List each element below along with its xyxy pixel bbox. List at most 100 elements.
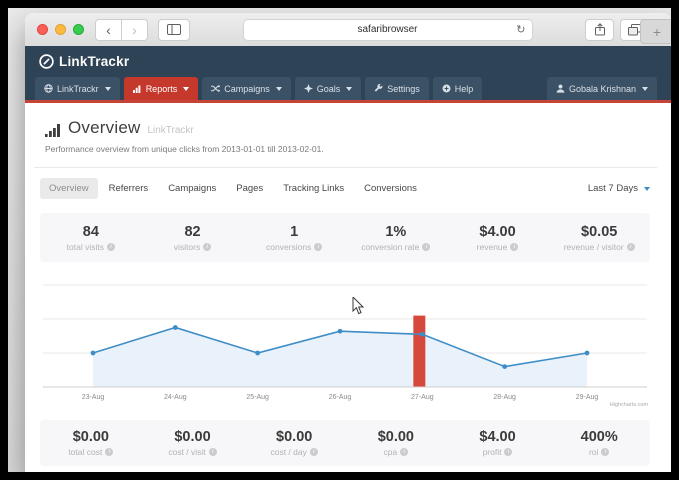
stat-label: conversion rate (361, 241, 420, 252)
globe-icon (44, 84, 53, 93)
stat-cost-per-visit: $0.00 cost / visit i (142, 420, 244, 466)
stat-revenue-per-visitor: $0.05 revenue / visitor i (548, 213, 650, 262)
stat-value: 1 (290, 223, 299, 240)
svg-text:25-Aug: 25-Aug (246, 394, 269, 401)
browser-toolbar: ‹ › safaribrowser ↻ (25, 13, 671, 47)
page-subtitle: Performance overview from unique clicks … (45, 144, 324, 154)
info-icon[interactable]: i (309, 448, 318, 456)
new-tab-button[interactable]: + (640, 19, 671, 44)
zoom-window-button[interactable] (73, 24, 84, 35)
forward-icon: › (132, 21, 137, 38)
info-icon[interactable]: i (504, 448, 513, 456)
stat-label: cpa (383, 447, 398, 457)
stat-label: revenue (476, 241, 508, 252)
svg-text:23-Aug: 23-Aug (82, 394, 105, 401)
stat-value: $0.00 (174, 429, 211, 445)
svg-text:26-Aug: 26-Aug (329, 394, 352, 401)
reload-button[interactable]: ↻ (516, 20, 525, 40)
sidebar-toggle-button[interactable] (158, 18, 190, 41)
overview-chart[interactable]: 23-Aug 24-Aug 25-Aug 26-Aug 27-Aug 28-Aug 29-A… (40, 265, 650, 415)
back-button[interactable]: ‹ (95, 18, 122, 41)
stat-value: $4.00 (479, 223, 516, 240)
sidebar-icon (167, 24, 181, 35)
caret-down-icon (183, 86, 190, 91)
info-icon[interactable]: i (314, 242, 323, 251)
person-icon (556, 84, 565, 93)
mouse-cursor (352, 297, 364, 315)
stat-conversions: 1 conversions i (243, 213, 345, 262)
tab-pages[interactable]: Pages (236, 183, 264, 194)
stat-roi: 400% roi i (548, 420, 650, 466)
nav-item-reports[interactable]: Reports (123, 77, 199, 100)
stat-visitors: 82 visitors i (142, 213, 244, 262)
stat-label: cost / day (270, 447, 307, 457)
date-range-dropdown[interactable]: Last 7 Days (588, 183, 650, 194)
shuffle-icon (211, 84, 221, 93)
page-content: Overview LinkTrackr Performance overview… (25, 103, 671, 472)
star-icon (303, 84, 313, 93)
nav-item-label: Help (454, 83, 474, 94)
stat-label: total visits (66, 241, 104, 252)
linktrackr-logo-icon (39, 54, 54, 69)
stat-label: revenue / visitor (563, 241, 624, 252)
nav-item-label: LinkTrackr (57, 83, 99, 94)
stat-value: $0.00 (377, 429, 414, 445)
info-icon[interactable]: i (400, 448, 409, 456)
chart-credit: Highcharts.com (609, 402, 648, 408)
overview-chart-svg: 23-Aug 24-Aug 25-Aug 26-Aug 27-Aug 28-Aug 29-A… (43, 284, 647, 401)
stat-value: $0.05 (581, 223, 618, 240)
address-text: safaribrowser (357, 24, 418, 35)
tab-overview[interactable]: Overview (40, 178, 98, 199)
forward-button[interactable]: › (122, 18, 148, 41)
info-icon[interactable]: i (208, 448, 217, 456)
minimize-window-button[interactable] (55, 24, 66, 35)
caret-down-icon (644, 186, 650, 191)
stat-label: conversions (266, 241, 312, 252)
share-button[interactable] (585, 18, 614, 41)
main-menu: LinkTrackr Reports (25, 77, 671, 100)
report-tabs: Overview Referrers Campaigns Pages Track… (40, 178, 426, 199)
address-bar[interactable]: safaribrowser ↻ (242, 18, 533, 41)
caret-down-icon (642, 86, 648, 91)
tab-referrers[interactable]: Referrers (108, 183, 149, 194)
stat-total-visits: 84 total visits i (40, 213, 142, 262)
stats-panel-bottom: $0.00 total cost i $0.00 cost / visit i $0… (40, 420, 650, 466)
stats-panel-top: 84 total visits i 82 visitors i 1 conversi… (40, 213, 650, 262)
tab-tracking-links[interactable]: Tracking Links (283, 183, 345, 194)
stat-value: 1% (385, 223, 407, 240)
window-controls (37, 24, 84, 35)
info-icon[interactable]: i (203, 242, 212, 251)
svg-text:27-Aug: 27-Aug (411, 394, 434, 401)
brand-name[interactable]: LinkTrackr (59, 54, 130, 69)
stat-value: $0.00 (72, 429, 109, 445)
info-icon[interactable]: i (626, 242, 635, 251)
nav-item-settings[interactable]: Settings (365, 77, 429, 100)
nav-item-help[interactable]: Help (432, 77, 483, 100)
nav-item-label: Settings (387, 83, 420, 94)
svg-text:28-Aug: 28-Aug (493, 394, 516, 401)
user-menu[interactable]: Gobala Krishnan (546, 77, 657, 100)
close-window-button[interactable] (37, 24, 48, 35)
svg-text:29-Aug: 29-Aug (576, 394, 599, 401)
tab-conversions[interactable]: Conversions (364, 183, 417, 194)
tab-campaigns[interactable]: Campaigns (168, 183, 217, 194)
nav-item-goals[interactable]: Goals (294, 77, 362, 100)
desktop-backdrop: ‹ › safaribrowser ↻ (8, 8, 671, 472)
tabs-overview-icon (628, 23, 641, 35)
stat-label: profit (482, 447, 502, 457)
nav-item-linktrackr[interactable]: LinkTrackr (35, 77, 120, 100)
stat-value: $4.00 (479, 429, 516, 445)
info-icon[interactable]: i (510, 242, 519, 251)
info-icon[interactable]: i (601, 448, 610, 456)
share-icon (594, 23, 605, 36)
stat-cost-per-day: $0.00 cost / day i (243, 420, 345, 466)
help-circle-icon (442, 84, 451, 93)
info-icon[interactable]: i (107, 242, 115, 251)
info-icon[interactable]: i (422, 242, 431, 251)
stat-total-cost: $0.00 total cost i (40, 420, 142, 466)
caret-down-icon (275, 86, 282, 91)
page-title: Overview LinkTrackr (45, 118, 194, 138)
info-icon[interactable]: i (105, 448, 114, 456)
stat-value: 84 (82, 223, 99, 240)
nav-item-campaigns[interactable]: Campaigns (202, 77, 291, 100)
